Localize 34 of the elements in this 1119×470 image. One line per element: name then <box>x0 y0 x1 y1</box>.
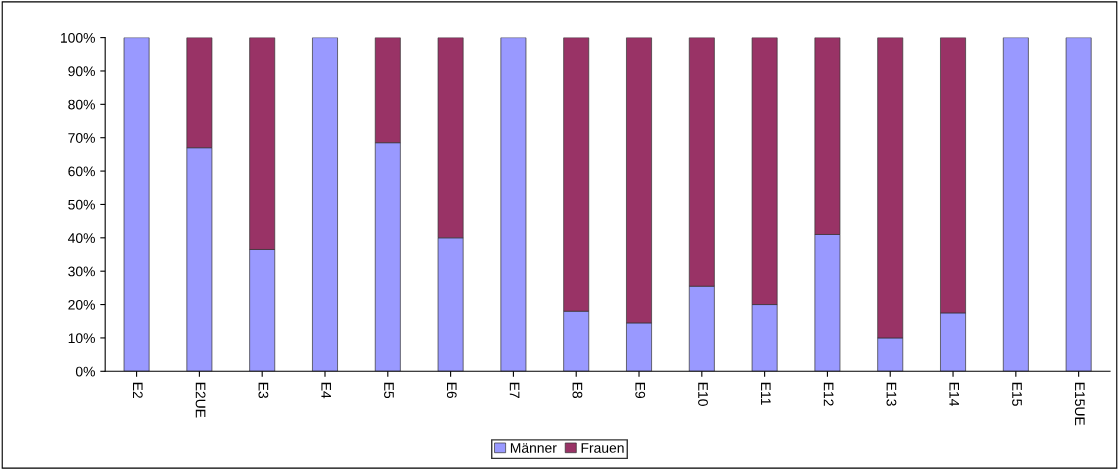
legend-label: Männer <box>510 443 557 453</box>
x-tick-label: E6 <box>446 382 457 399</box>
x-tick-label: E10 <box>698 382 708 406</box>
legend-label: Frauen <box>581 443 624 453</box>
bar <box>500 37 527 372</box>
x-tick-label: E15UE <box>1074 382 1085 426</box>
x-tick-label: E2 <box>133 382 143 399</box>
bar <box>1002 37 1029 372</box>
y-tick-label: 10% <box>68 333 95 344</box>
x-tick-label: E9 <box>635 382 646 399</box>
x-tick-label: E12 <box>823 382 834 406</box>
x-tick-label: E2UE <box>195 382 206 418</box>
y-tick-label: 30% <box>68 266 95 277</box>
y-tick-label: 70% <box>68 133 95 143</box>
y-tick-label: 20% <box>68 299 95 310</box>
x-tick-label: E5 <box>384 382 394 399</box>
x-tick-label: E7 <box>509 382 520 399</box>
x-tick-label: E4 <box>321 382 331 399</box>
y-tick-label: 90% <box>68 66 95 77</box>
x-tick-label: E3 <box>258 382 269 399</box>
x-tick-label: E11 <box>761 382 771 405</box>
bar <box>312 37 338 372</box>
y-tick-label: 50% <box>68 199 95 210</box>
x-tick-label: E14 <box>949 382 959 407</box>
y-tick-label: 0% <box>75 366 95 377</box>
x-tick-label: E13 <box>886 382 897 406</box>
bar <box>1065 37 1092 372</box>
y-tick-label: 40% <box>67 233 95 243</box>
y-tick-label: 100% <box>61 32 95 43</box>
bar <box>123 37 150 372</box>
x-tick-label: E8 <box>572 382 583 399</box>
y-tick-label: 60% <box>68 166 95 177</box>
x-tick-label: E15 <box>1012 382 1022 406</box>
y-tick-label: 80% <box>68 99 95 110</box>
